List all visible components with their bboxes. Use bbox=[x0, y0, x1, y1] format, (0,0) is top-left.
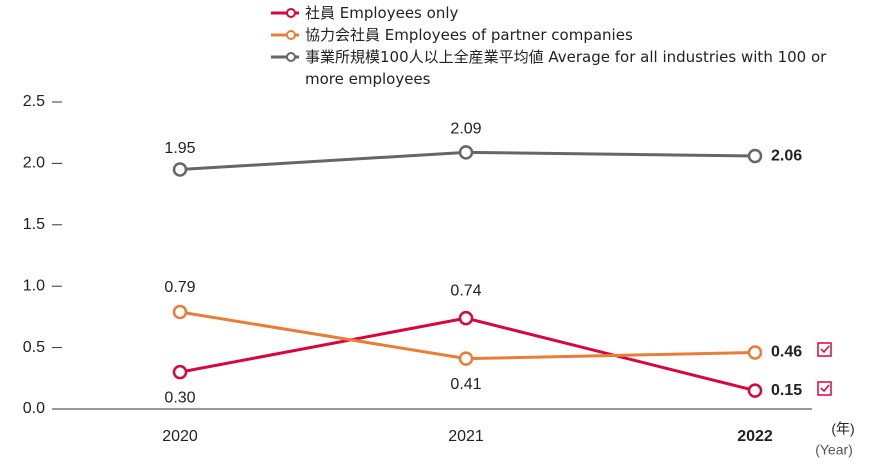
legend-item: 社員 Employees only bbox=[270, 2, 870, 24]
legend-dot bbox=[286, 8, 296, 18]
y-tick-label: 1.5 bbox=[23, 216, 45, 233]
data-label: 1.95 bbox=[164, 140, 195, 157]
data-label: 0.74 bbox=[450, 282, 481, 299]
point bbox=[458, 351, 474, 366]
point bbox=[458, 310, 474, 326]
point bbox=[172, 162, 188, 177]
point bbox=[747, 383, 763, 398]
legend-label: 協力会社員 Employees of partner companies bbox=[305, 26, 633, 44]
legend-label: 社員 Employees only bbox=[305, 4, 459, 22]
y-tick-label: 1.0 bbox=[23, 277, 45, 294]
data-label: 0.41 bbox=[450, 376, 481, 393]
y-tick-label: 0.5 bbox=[23, 339, 45, 356]
legend-item: 事業所規模100人以上全産業平均値 Average for all indust… bbox=[270, 46, 870, 90]
legend-item: 協力会社員 Employees of partner companies bbox=[270, 24, 870, 46]
data-label: 2.09 bbox=[450, 121, 481, 138]
legend-marker bbox=[271, 30, 299, 40]
legend-dot bbox=[286, 52, 296, 62]
x-tick-label: 2021 bbox=[448, 428, 484, 445]
y-tick-label: 2.5 bbox=[23, 93, 45, 110]
legend-marker bbox=[271, 8, 299, 18]
legend-marker bbox=[271, 52, 299, 62]
x-tick-label: 2020 bbox=[162, 428, 198, 445]
data-label: 0.30 bbox=[164, 389, 195, 406]
point bbox=[172, 364, 188, 380]
point bbox=[458, 145, 474, 160]
check-icon bbox=[817, 342, 832, 396]
point bbox=[747, 345, 763, 360]
x-tick-label: 2022 bbox=[737, 428, 773, 445]
data-label: 0.15 bbox=[771, 382, 802, 399]
x-unit-en: (Year) bbox=[815, 442, 853, 458]
point bbox=[172, 304, 188, 320]
y-tick-label: 2.0 bbox=[23, 155, 45, 172]
legend: 社員 Employees only 協力会社員 Employees of part… bbox=[270, 2, 870, 90]
point bbox=[747, 148, 763, 164]
legend-label: 事業所規模100人以上全産業平均値 Average for all indust… bbox=[305, 48, 827, 88]
legend-dot bbox=[286, 30, 296, 40]
x-unit: (年) bbox=[831, 421, 854, 437]
data-label: 0.46 bbox=[771, 344, 802, 361]
y-tick-label: 0.0 bbox=[23, 400, 45, 417]
data-label: 2.06 bbox=[771, 147, 802, 164]
data-label: 0.79 bbox=[164, 279, 195, 296]
